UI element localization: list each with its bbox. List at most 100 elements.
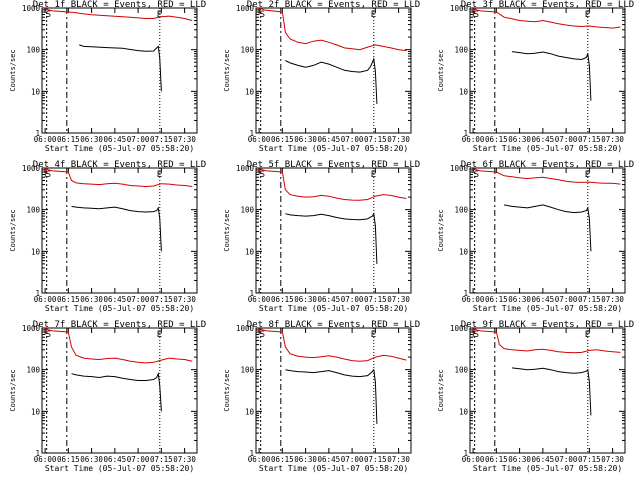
x-axis-label: Start Time (05-Jul-07 05:58:20)	[45, 304, 194, 313]
x-tick-label: 07:00	[127, 135, 150, 144]
y-axis-label: Counts/sec	[223, 369, 231, 411]
x-tick-label: 07:15	[578, 135, 601, 144]
end-marker-label: E	[157, 170, 162, 180]
chart-panel-7: Det 7f BLACK = Events, RED = LLD 1 10 100 10…	[9, 320, 206, 473]
x-tick-label: 07:15	[364, 135, 387, 144]
series-line-events	[511, 51, 592, 101]
x-tick-label: 06:30	[80, 295, 103, 304]
y-tick-label: 100	[454, 46, 468, 55]
y-tick-label: 1000	[236, 324, 255, 333]
x-axis-label: Start Time (05-Jul-07 05:58:20)	[473, 464, 622, 473]
y-tick-label: 10	[31, 247, 41, 256]
y-tick-label: 1	[35, 129, 40, 138]
y-tick-label: 100	[454, 206, 468, 215]
series-line-lld	[258, 166, 407, 201]
x-tick-label: 07:30	[173, 295, 196, 304]
x-tick-label: 06:45	[104, 455, 127, 464]
chart-title: Det 3f BLACK = Events, RED = LLD	[461, 0, 634, 10]
y-tick-label: 1000	[450, 4, 469, 13]
series-line-events	[285, 368, 378, 424]
y-tick-label: 1000	[22, 324, 41, 333]
chart-panel-3: Det 3f BLACK = Events, RED = LLD 1 10 100 10…	[437, 0, 634, 153]
y-tick-label: 1000	[450, 164, 469, 173]
series-line-events	[285, 212, 378, 264]
x-tick-label: 06:00	[462, 295, 485, 304]
plot-frame	[255, 327, 412, 454]
end-marker-label: E	[371, 170, 376, 180]
y-tick-label: 10	[459, 247, 469, 256]
x-tick-label: 06:15	[57, 135, 80, 144]
x-tick-label: 07:00	[341, 295, 364, 304]
y-tick-label: 1000	[450, 324, 469, 333]
chart-panel-5: Det 5f BLACK = Events, RED = LLD 1 10 100 10…	[223, 160, 420, 313]
series-line-lld	[44, 166, 193, 188]
x-tick-label: 06:30	[508, 135, 531, 144]
y-tick-label: 1	[249, 129, 254, 138]
x-axis-label: Start Time (05-Jul-07 05:58:20)	[259, 304, 408, 313]
y-tick-label: 1	[463, 129, 468, 138]
x-tick-label: 07:15	[364, 295, 387, 304]
series-line-events	[504, 204, 592, 252]
x-tick-label: 06:45	[532, 455, 555, 464]
start-marker-label: S	[46, 10, 51, 20]
series-line-events	[71, 371, 162, 412]
x-tick-label: 06:15	[57, 455, 80, 464]
y-tick-label: 10	[245, 407, 255, 416]
y-tick-label: 1000	[236, 4, 255, 13]
x-tick-label: 06:15	[271, 295, 294, 304]
x-tick-label: 07:30	[173, 455, 196, 464]
y-tick-label: 10	[245, 247, 255, 256]
x-tick-label: 07:30	[173, 135, 196, 144]
x-tick-label: 07:15	[578, 455, 601, 464]
end-marker-label: E	[157, 10, 162, 20]
y-axis-label: Counts/sec	[437, 49, 445, 91]
x-tick-label: 06:30	[294, 135, 317, 144]
x-tick-label: 07:00	[127, 295, 150, 304]
y-tick-label: 10	[31, 87, 41, 96]
start-marker-label: S	[474, 10, 479, 20]
x-tick-label: 06:30	[294, 455, 317, 464]
y-tick-label: 1	[463, 449, 468, 458]
x-tick-label: 06:30	[80, 455, 103, 464]
x-tick-label: 07:00	[341, 455, 364, 464]
x-tick-label: 07:30	[387, 455, 410, 464]
x-tick-label: 07:30	[387, 135, 410, 144]
chart-panel-4: Det 4f BLACK = Events, RED = LLD 1 10 100 10…	[9, 160, 206, 313]
chart-panel-8: Det 8f BLACK = Events, RED = LLD 1 10 100 10…	[223, 320, 420, 473]
x-tick-label: 06:45	[318, 295, 341, 304]
y-axis-label: Counts/sec	[223, 209, 231, 251]
start-marker-label: S	[260, 10, 265, 20]
x-axis-label: Start Time (05-Jul-07 05:58:20)	[259, 144, 408, 153]
x-tick-label: 07:30	[387, 295, 410, 304]
y-tick-label: 10	[245, 87, 255, 96]
x-tick-label: 06:45	[532, 135, 555, 144]
x-tick-label: 07:00	[555, 455, 578, 464]
series-line-events	[285, 57, 378, 104]
x-tick-label: 06:00	[248, 295, 271, 304]
end-marker-label: E	[371, 330, 376, 340]
x-axis-label: Start Time (05-Jul-07 05:58:20)	[45, 464, 194, 473]
chart-panel-2: Det 2f BLACK = Events, RED = LLD 1 10 100 10…	[223, 0, 420, 153]
series-line-lld	[258, 326, 407, 362]
x-tick-label: 07:15	[578, 295, 601, 304]
y-axis-label: Counts/sec	[9, 49, 17, 91]
end-marker-label: E	[585, 10, 590, 20]
y-axis-label: Counts/sec	[437, 369, 445, 411]
x-tick-label: 06:30	[508, 455, 531, 464]
y-tick-label: 1	[35, 289, 40, 298]
x-tick-label: 06:15	[271, 135, 294, 144]
y-tick-label: 1000	[22, 4, 41, 13]
series-line-lld	[472, 6, 621, 29]
plot-frame	[469, 167, 626, 294]
chart-panel-1: Det 1f BLACK = Events, RED = LLD 1 10 100 10…	[9, 0, 206, 153]
y-tick-label: 1000	[22, 164, 41, 173]
x-tick-label: 06:00	[248, 135, 271, 144]
y-axis-label: Counts/sec	[223, 49, 231, 91]
chart-title: Det 9f BLACK = Events, RED = LLD	[461, 320, 634, 330]
y-tick-label: 100	[240, 366, 254, 375]
plot-frame	[469, 327, 626, 454]
end-marker-label: E	[585, 170, 590, 180]
y-tick-label: 10	[459, 407, 469, 416]
plot-frame	[255, 7, 412, 134]
x-axis-label: Start Time (05-Jul-07 05:58:20)	[45, 144, 194, 153]
